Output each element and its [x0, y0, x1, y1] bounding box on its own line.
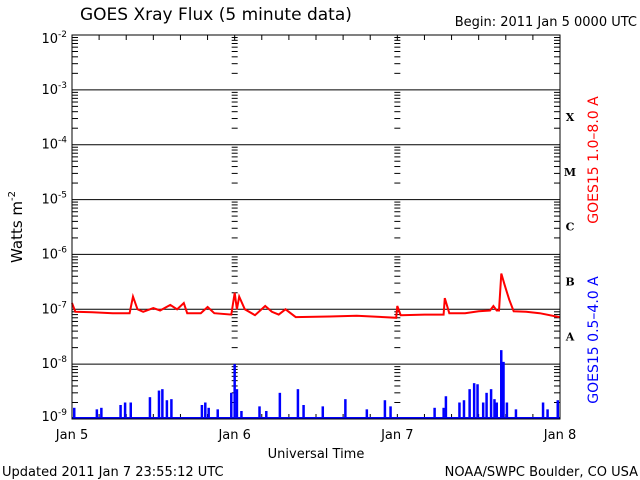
y-tick-label: 10-8: [41, 355, 67, 372]
y-tick-base: 10: [41, 302, 58, 317]
y-tick-label: 10-3: [41, 81, 67, 98]
series-label-long: GOES15 1.0–8.0 A: [586, 96, 602, 224]
y-tick-exponent: -5: [58, 191, 67, 201]
y-tick-exponent: -8: [58, 355, 67, 365]
y-tick-label: 10-9: [41, 408, 67, 425]
y-tick-label: 10-6: [41, 245, 67, 262]
y-tick-base: 10: [41, 410, 58, 425]
y-tick-base: 10: [41, 193, 58, 208]
flare-class-label: B: [565, 276, 574, 289]
y-tick-label: 10-7: [41, 300, 67, 317]
x-tick-label: Jan 7: [380, 428, 413, 443]
y-tick-base: 10: [41, 32, 58, 47]
x-tick-label: Jan 6: [217, 428, 250, 443]
y-tick-exponent: -6: [58, 245, 67, 255]
x-tick-label: Jan 5: [55, 428, 88, 443]
flare-class-label: X: [566, 111, 575, 124]
flare-class-label: C: [566, 221, 575, 234]
y-tick-label: 10-2: [41, 30, 67, 47]
chart-title: GOES Xray Flux (5 minute data): [80, 5, 352, 25]
y-tick-exponent: -4: [58, 136, 67, 146]
flare-class-label: M: [564, 166, 576, 179]
y-tick-exponent: -7: [58, 300, 67, 310]
y-tick-base: 10: [41, 357, 58, 372]
y-tick-exponent: -2: [58, 30, 67, 40]
y-tick-label: 10-5: [41, 191, 67, 208]
y-axis-label-exponent: -2: [7, 191, 18, 201]
series-line-long: [71, 273, 560, 319]
plot-frame: [71, 34, 561, 420]
begin-label: Begin: 2011 Jan 5 0000 UTC: [455, 15, 637, 30]
y-tick-base: 10: [41, 83, 58, 98]
y-tick-exponent: -9: [58, 408, 67, 418]
y-tick-exponent: -3: [58, 81, 67, 91]
y-tick-label: 10-4: [41, 136, 67, 153]
footer-source: NOAA/SWPC Boulder, CO USA: [445, 465, 638, 480]
y-axis-label: Watts m-2: [7, 191, 26, 263]
footer-updated: Updated 2011 Jan 7 23:55:12 UTC: [2, 465, 224, 480]
y-tick-base: 10: [41, 247, 58, 262]
y-tick-base: 10: [41, 138, 58, 153]
flare-class-label: A: [565, 330, 575, 343]
y-axis-label-text: Watts m: [8, 201, 26, 263]
series-label-short: GOES15 0.5–4.0 A: [586, 276, 602, 404]
x-axis-label: Universal Time: [268, 447, 365, 462]
x-tick-label: Jan 8: [543, 428, 576, 443]
